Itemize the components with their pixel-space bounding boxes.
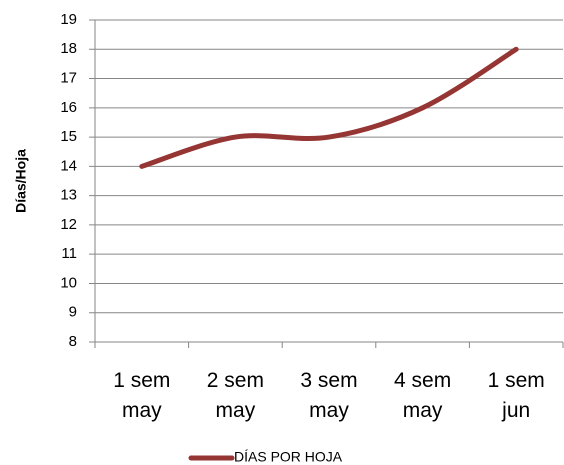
legend-label: DÍAS POR HOJA: [234, 449, 343, 465]
x-tick-label: 1 sem may: [113, 369, 171, 422]
y-tick-label: 18: [60, 40, 77, 57]
y-tick-label: 17: [60, 70, 77, 87]
x-tick-label: 1 sem jun: [487, 369, 545, 422]
y-tick-label: 8: [69, 333, 77, 350]
x-tick-label: 3 sem may: [300, 369, 358, 422]
y-tick-label: 16: [60, 99, 77, 116]
x-tick-label: 4 sem may: [394, 369, 452, 422]
y-tick-label: 12: [60, 216, 77, 233]
y-tick-label: 10: [60, 274, 77, 291]
y-tick-label: 19: [60, 11, 77, 28]
y-tick-label: 11: [61, 245, 77, 262]
y-tick-label: 13: [60, 187, 77, 204]
y-tick-label: 14: [60, 157, 77, 174]
y-tick-label: 15: [60, 128, 77, 145]
y-tick-label: 9: [69, 304, 77, 321]
y-axis-label: Días/Hoja: [13, 149, 29, 213]
x-tick-label: 2 sem may: [206, 369, 264, 422]
data-line: [139, 46, 519, 169]
